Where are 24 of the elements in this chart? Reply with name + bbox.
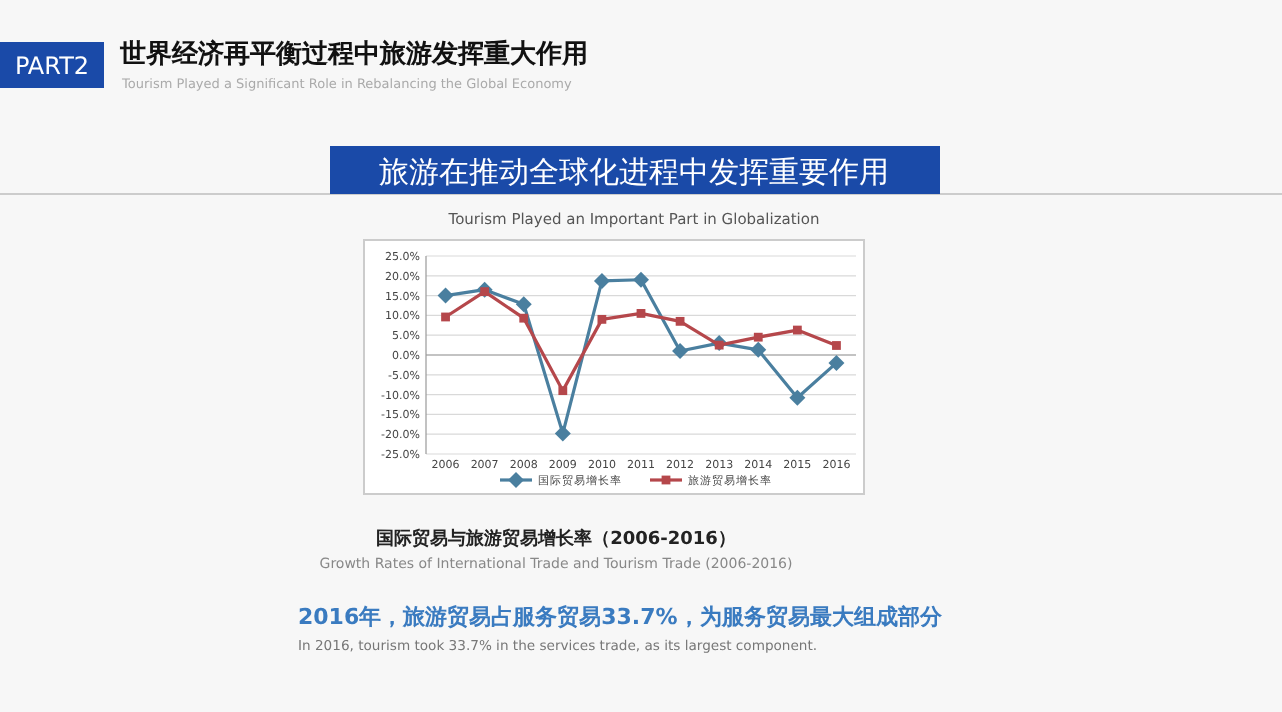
text: 世界经济再平衡过程中旅游发挥重大作用 — [118, 38, 588, 70]
point — [672, 343, 689, 360]
point — [597, 314, 607, 324]
point — [828, 354, 845, 371]
point — [437, 287, 454, 304]
point — [441, 312, 450, 322]
text: 2016年，旅游贸易占服务贸易33.7%，为服务贸易最大组成部分 — [298, 604, 944, 630]
point — [554, 425, 571, 442]
point — [675, 316, 685, 326]
point — [753, 332, 763, 342]
chart-title: 旅游在推动全球化进程中发挥重要作用 — [379, 154, 889, 190]
point — [714, 340, 724, 350]
point — [515, 296, 532, 313]
point — [832, 341, 841, 350]
point — [789, 389, 806, 406]
point — [519, 313, 529, 323]
point — [633, 271, 649, 288]
text: PART2 — [14, 52, 90, 80]
text: 国际贸易与旅游贸易增长率（2006-2016） — [376, 528, 736, 550]
point — [750, 341, 767, 358]
point — [792, 325, 802, 335]
point — [636, 309, 646, 318]
point — [593, 272, 610, 289]
point — [558, 386, 568, 396]
